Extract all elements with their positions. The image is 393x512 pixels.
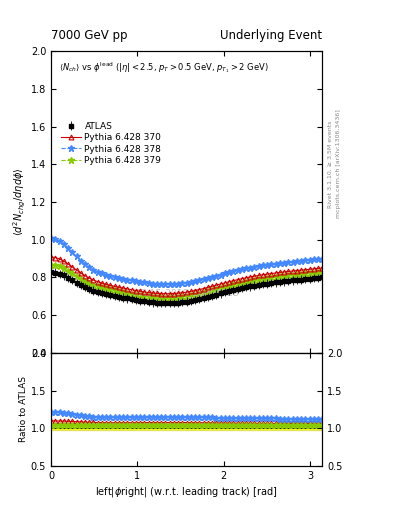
Legend: ATLAS, Pythia 6.428 370, Pythia 6.428 378, Pythia 6.428 379: ATLAS, Pythia 6.428 370, Pythia 6.428 37…: [61, 122, 162, 165]
Text: Underlying Event: Underlying Event: [220, 29, 322, 42]
Pythia 6.428 379: [311, 269, 316, 275]
Y-axis label: $\langle d^2 N_{chg}/d\eta d\phi \rangle$: $\langle d^2 N_{chg}/d\eta d\phi \rangle…: [12, 168, 28, 237]
Pythia 6.428 370: [49, 254, 53, 260]
Line: Pythia 6.428 379: Pythia 6.428 379: [48, 262, 325, 301]
Pythia 6.428 370: [112, 283, 117, 289]
Pythia 6.428 378: [129, 277, 134, 283]
Pythia 6.428 379: [286, 272, 291, 279]
Pythia 6.428 370: [286, 268, 291, 274]
Pythia 6.428 378: [167, 281, 172, 287]
X-axis label: left|$\phi$right| (w.r.t. leading track) [rad]: left|$\phi$right| (w.r.t. leading track)…: [95, 485, 278, 499]
Pythia 6.428 378: [286, 259, 291, 265]
Pythia 6.428 379: [112, 287, 117, 293]
Pythia 6.428 370: [129, 287, 134, 293]
Text: Rivet 3.1.10, ≥ 3.5M events: Rivet 3.1.10, ≥ 3.5M events: [328, 120, 333, 207]
Pythia 6.428 370: [163, 291, 168, 297]
Pythia 6.428 378: [320, 255, 325, 262]
Pythia 6.428 379: [163, 294, 168, 301]
Pythia 6.428 379: [129, 290, 134, 296]
Line: Pythia 6.428 378: Pythia 6.428 378: [48, 235, 325, 287]
Pythia 6.428 370: [167, 291, 172, 297]
Pythia 6.428 370: [193, 287, 198, 293]
Pythia 6.428 370: [320, 265, 325, 271]
Line: Pythia 6.428 370: Pythia 6.428 370: [49, 254, 325, 296]
Pythia 6.428 378: [311, 257, 316, 263]
Text: 7000 GeV pp: 7000 GeV pp: [51, 29, 128, 42]
Y-axis label: Ratio to ATLAS: Ratio to ATLAS: [19, 376, 28, 442]
Pythia 6.428 370: [311, 266, 316, 272]
Pythia 6.428 378: [49, 235, 53, 241]
Pythia 6.428 379: [320, 269, 325, 275]
Text: $\langle N_{ch}\rangle$ vs $\phi^{\rm lead}$ ($|\eta|<2.5$, $p_T>0.5$ GeV, $p_{T: $\langle N_{ch}\rangle$ vs $\phi^{\rm le…: [59, 60, 269, 75]
Text: ATLAS_2010_S8894728: ATLAS_2010_S8894728: [134, 288, 239, 297]
Pythia 6.428 378: [193, 278, 198, 284]
Text: mcplots.cern.ch [arXiv:1306.3436]: mcplots.cern.ch [arXiv:1306.3436]: [336, 110, 341, 218]
Pythia 6.428 379: [167, 294, 172, 301]
Pythia 6.428 378: [112, 274, 117, 280]
Pythia 6.428 379: [49, 262, 53, 268]
Pythia 6.428 378: [163, 281, 168, 287]
Pythia 6.428 379: [193, 291, 198, 297]
